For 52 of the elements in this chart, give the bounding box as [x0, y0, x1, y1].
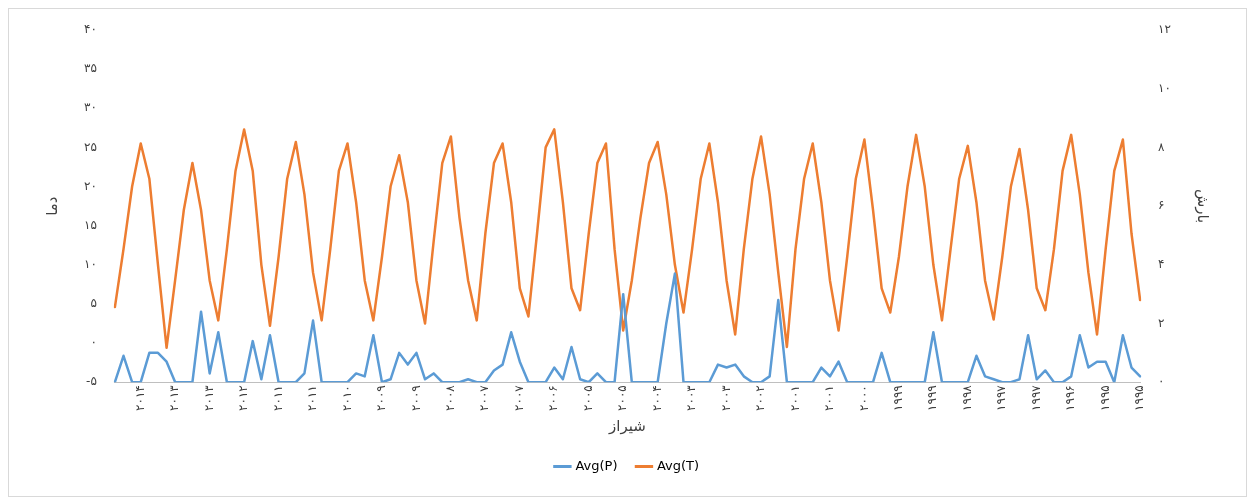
- y-tick-label: -۵: [86, 374, 97, 389]
- x-tick-label: ۲۰۱۱: [305, 385, 320, 411]
- y2-tick-label: ۰: [1158, 374, 1165, 389]
- x-tick-label: ۱۹۹۵: [1097, 385, 1112, 411]
- x-tick-label: ۲۰۰۸: [443, 384, 458, 411]
- y-tick-label: ۵: [90, 296, 97, 311]
- x-axis-title: شیراز: [608, 416, 646, 435]
- x-tick-label: ۲۰۱۳: [167, 384, 182, 411]
- y-tick-label: ۳۵: [84, 61, 97, 76]
- y2-tick-label: ۴: [1158, 256, 1165, 271]
- y-tick-label: ۳۰: [84, 100, 97, 115]
- x-tick-label: ۱۹۹۷: [994, 384, 1009, 411]
- x-tick-label: ۲۰۰۴: [649, 385, 664, 411]
- x-tick-label: ۲۰۰۱: [787, 385, 802, 411]
- x-tick-label: ۲۰۰۰: [856, 385, 871, 411]
- y2-axis-title: بارش: [1194, 188, 1213, 224]
- x-tick-label: ۲۰۱۰: [339, 385, 354, 411]
- x-tick-label: ۱۹۹۹: [925, 385, 940, 411]
- y-axis-title: دما: [42, 196, 61, 216]
- x-tick-label: ۱۹۹۹: [891, 385, 906, 411]
- y-tick-label: ۲۰: [84, 178, 97, 193]
- x-tick-label: ۲۰۰۶: [546, 385, 561, 411]
- x-tick-label: ۲۰۰۹: [408, 385, 423, 411]
- x-tick-label: ۲۰۰۷: [511, 384, 526, 411]
- x-tick-label: ۱۹۹۷: [1028, 384, 1043, 411]
- x-tick-label: ۱۹۹۸: [959, 384, 974, 411]
- x-tick-label: ۲۰۰۳: [718, 384, 733, 411]
- x-tick-label: ۲۰۱۲: [236, 385, 251, 411]
- x-tick-label: ۲۰۰۱: [822, 385, 837, 411]
- x-tick-label: ۱۹۹۶: [1063, 385, 1078, 411]
- x-tick-label: ۲۰۰۳: [684, 384, 699, 411]
- x-tick-label: ۲۰۰۲: [753, 385, 768, 411]
- x-tick-label: ۲۰۱۱: [270, 385, 285, 411]
- x-tick-label: ۲۰۰۹: [374, 385, 389, 411]
- legend-label: Avg(P): [575, 457, 618, 473]
- x-tick-label: ۱۹۹۵: [1132, 385, 1147, 411]
- y-tick-label: ۱۵: [84, 217, 97, 232]
- x-tick-label: ۲۰۰۷: [477, 384, 492, 411]
- y-tick-label: ۱۰: [84, 256, 97, 271]
- y-tick-label: ۴۰: [84, 22, 97, 37]
- y2-tick-label: ۱۲: [1158, 22, 1171, 37]
- x-tick-label: ۲۰۱۴: [132, 385, 147, 411]
- y2-tick-label: ۲: [1158, 315, 1165, 330]
- y2-tick-label: ۶: [1158, 198, 1165, 213]
- y-tick-label: ۲۵: [84, 139, 97, 154]
- y2-tick-label: ۱۰: [1158, 80, 1171, 95]
- y-tick-label: ۰: [90, 335, 97, 350]
- x-tick-label: ۲۰۰۵: [580, 385, 595, 411]
- y2-tick-label: ۸: [1158, 139, 1166, 154]
- x-tick-label: ۲۰۱۳: [201, 384, 216, 411]
- x-tick-label: ۲۰۰۵: [615, 385, 630, 411]
- legend-label: Avg(T): [656, 457, 700, 473]
